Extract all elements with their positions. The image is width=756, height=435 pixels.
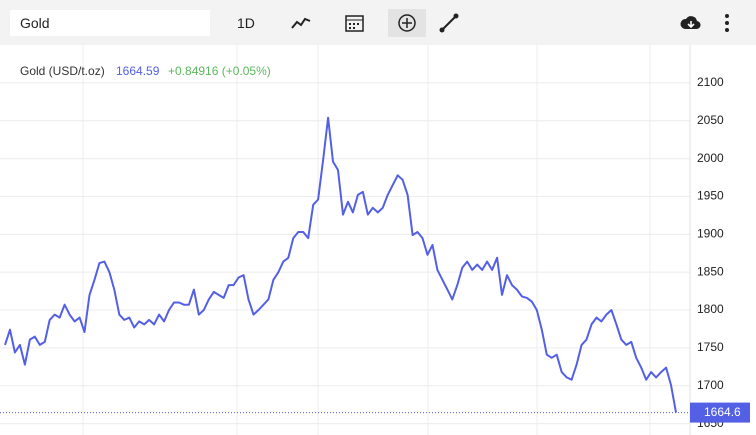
y-tick-label: 1850 bbox=[697, 264, 724, 278]
y-tick-label: 2050 bbox=[697, 113, 724, 127]
interval-button[interactable]: 1D bbox=[237, 15, 255, 31]
toolbar: Gold 1D bbox=[0, 0, 756, 45]
price-change: +0.84916 (+0.05%) bbox=[168, 64, 271, 78]
price-badge-label: 1664.6 bbox=[704, 405, 741, 419]
y-tick-label: 2100 bbox=[697, 75, 724, 89]
search-input[interactable]: Gold bbox=[10, 10, 210, 36]
last-price: 1664.59 bbox=[116, 64, 160, 78]
y-tick-label: 1800 bbox=[697, 302, 724, 316]
y-tick-label: 1950 bbox=[697, 189, 724, 203]
draw-tool-icon[interactable] bbox=[438, 12, 460, 34]
series-name: Gold (USD/t.oz) bbox=[20, 64, 105, 78]
menu-icon[interactable] bbox=[716, 12, 738, 34]
price-badge bbox=[690, 402, 750, 423]
price-line bbox=[4, 116, 677, 413]
add-indicator-icon[interactable] bbox=[396, 12, 418, 34]
chart: Gold (USD/t.oz) 1664.59 +0.84916 (+0.05%… bbox=[0, 45, 750, 435]
y-tick-label: 1750 bbox=[697, 340, 724, 354]
y-tick-label: 1700 bbox=[697, 378, 724, 392]
y-tick-label: 2000 bbox=[697, 151, 724, 165]
download-icon[interactable] bbox=[679, 12, 701, 34]
calendar-icon[interactable] bbox=[344, 12, 366, 34]
chart-type-icon[interactable] bbox=[290, 12, 312, 34]
y-tick-label: 1900 bbox=[697, 226, 724, 240]
